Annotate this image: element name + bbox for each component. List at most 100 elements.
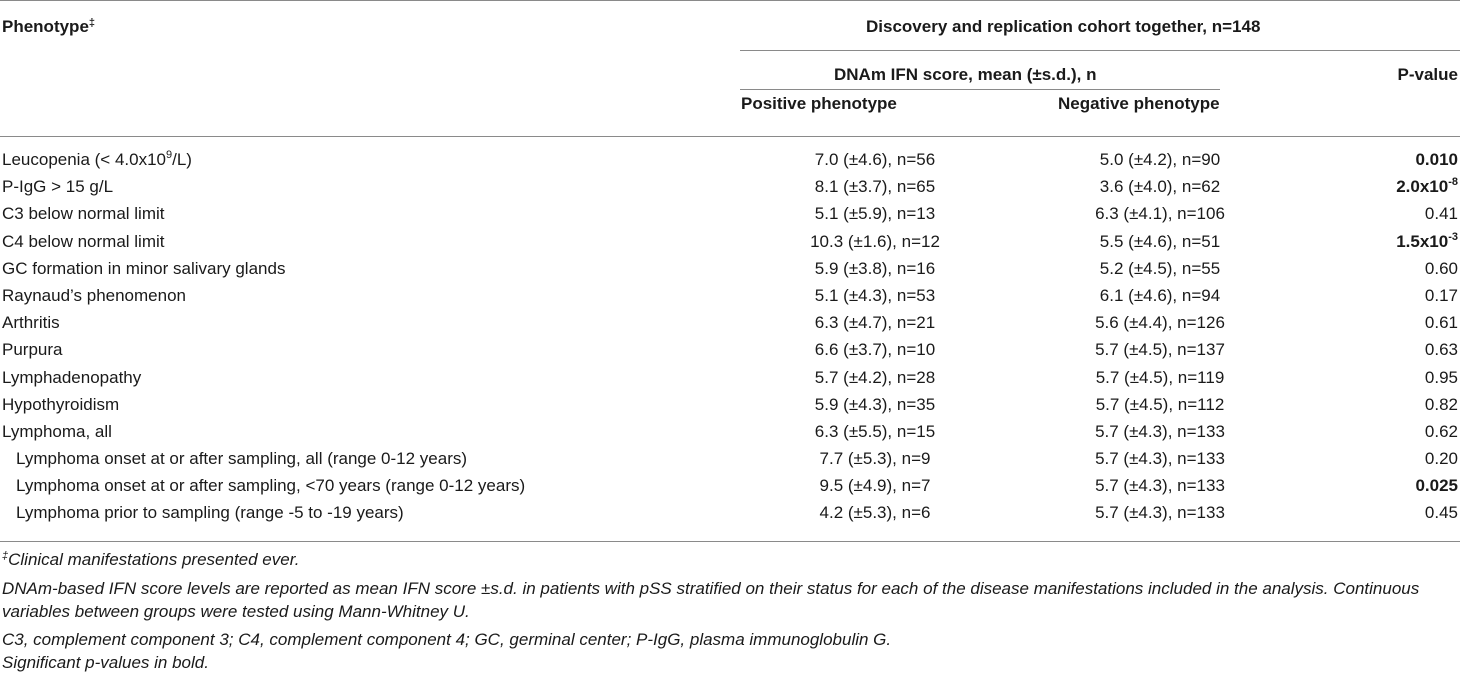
row-pvalue: 0.20 bbox=[1425, 445, 1458, 472]
pvalue-header: P-value bbox=[1397, 65, 1458, 84]
row-positive-value: 6.6 (±3.7), n=10 bbox=[814, 340, 936, 360]
row-pvalue-text: 0.60 bbox=[1424, 258, 1458, 278]
row-pvalue-text: 0.82 bbox=[1424, 394, 1458, 414]
table-row: Lymphoma onset at or after sampling, all… bbox=[0, 445, 1460, 472]
row-phenotype-label: C3 below normal limit bbox=[2, 200, 165, 227]
row-phenotype-label: P-IgG > 15 g/L bbox=[2, 173, 113, 200]
row-phenotype-label: Lymphoma onset at or after sampling, <70… bbox=[16, 472, 525, 499]
table-body: Leucopenia (< 4.0x109/L) 7.0 (±4.6), n=56… bbox=[0, 146, 1460, 527]
row-phenotype-label: Leucopenia (< 4.0x109/L) bbox=[2, 146, 192, 173]
row-pvalue-text: 2.0x10 bbox=[1396, 177, 1449, 197]
row-pvalue-text: 0.17 bbox=[1424, 285, 1458, 305]
phenotype-footnote-mark: ‡ bbox=[88, 17, 96, 29]
row-phenotype-text: P-IgG > 15 g/L bbox=[2, 177, 114, 197]
table-row: Leucopenia (< 4.0x109/L) 7.0 (±4.6), n=56… bbox=[0, 146, 1460, 173]
row-negative-value: 5.7 (±4.3), n=133 bbox=[1095, 503, 1225, 523]
table-row: P-IgG > 15 g/L 8.1 (±3.7), n=65 3.6 (±4.0)… bbox=[0, 173, 1460, 200]
row-pvalue: 1.5x10-3 bbox=[1396, 228, 1458, 255]
row-phenotype-superscript: 9 bbox=[166, 149, 173, 161]
row-phenotype-text: Lymphadenopathy bbox=[2, 367, 142, 387]
row-phenotype-text: Arthritis bbox=[2, 313, 60, 333]
row-pvalue-text: 0.45 bbox=[1424, 503, 1458, 523]
row-pvalue-exponent: -8 bbox=[1448, 176, 1458, 189]
clinical-footnote-text: Clinical manifestations presented ever. bbox=[8, 550, 300, 569]
row-pvalue: 0.45 bbox=[1425, 499, 1458, 526]
row-pvalue: 0.95 bbox=[1425, 364, 1458, 391]
row-pvalue: 0.010 bbox=[1415, 146, 1458, 173]
row-pvalue: 0.025 bbox=[1415, 472, 1458, 499]
row-negative-value: 5.7 (±4.3), n=133 bbox=[1095, 449, 1225, 469]
row-pvalue-text: 0.010 bbox=[1415, 150, 1458, 169]
row-negative-value: 5.5 (±4.6), n=51 bbox=[1099, 231, 1221, 251]
row-positive-value: 10.3 (±1.6), n=12 bbox=[810, 231, 940, 251]
row-phenotype-label: Lymphoma prior to sampling (range -5 to … bbox=[16, 499, 404, 526]
table-bottom-rule bbox=[0, 541, 1460, 542]
row-pvalue-text: 0.41 bbox=[1424, 204, 1458, 224]
row-phenotype-text: C4 below normal limit bbox=[2, 231, 165, 251]
row-pvalue: 2.0x10-8 bbox=[1396, 173, 1458, 200]
table-row: C3 below normal limit 5.1 (±5.9), n=13 6.3… bbox=[0, 200, 1460, 227]
row-negative-value: 6.3 (±4.1), n=106 bbox=[1095, 204, 1225, 224]
row-phenotype-label: Raynaud’s phenomenon bbox=[2, 282, 186, 309]
row-phenotype-label: Lymphoma, all bbox=[2, 418, 112, 445]
row-pvalue-text: 0.20 bbox=[1424, 449, 1458, 469]
footnote-clinical: ‡Clinical manifestations presented ever. bbox=[2, 548, 299, 571]
row-phenotype-label: Lymphoma onset at or after sampling, all… bbox=[16, 445, 467, 472]
footnote-method-line-2: variables between groups were tested usi… bbox=[2, 602, 470, 621]
score-group-rule bbox=[740, 89, 1220, 90]
footnote-abbreviations: C3, complement component 3; C4, compleme… bbox=[2, 630, 892, 649]
row-pvalue: 0.63 bbox=[1425, 336, 1458, 363]
row-negative-value: 5.7 (±4.5), n=137 bbox=[1095, 340, 1225, 360]
table-top-rule bbox=[0, 0, 1460, 1]
row-negative-value: 5.7 (±4.5), n=119 bbox=[1095, 367, 1225, 387]
row-negative-value: 3.6 (±4.0), n=62 bbox=[1099, 177, 1221, 197]
row-negative-value: 5.2 (±4.5), n=55 bbox=[1099, 258, 1221, 278]
row-negative-value: 5.7 (±4.3), n=133 bbox=[1095, 421, 1225, 441]
row-negative-value: 6.1 (±4.6), n=94 bbox=[1099, 285, 1221, 305]
cohort-header: Discovery and replication cohort togethe… bbox=[866, 17, 1261, 36]
row-phenotype-label: Purpura bbox=[2, 336, 62, 363]
row-positive-value: 4.2 (±5.3), n=6 bbox=[819, 503, 931, 523]
row-phenotype-text: Hypothyroidism bbox=[2, 394, 120, 414]
row-positive-value: 9.5 (±4.9), n=7 bbox=[819, 476, 931, 496]
phenotype-header-label: Phenotype bbox=[2, 17, 89, 36]
clinical-footnote-mark: ‡ bbox=[2, 550, 9, 562]
row-positive-value: 8.1 (±3.7), n=65 bbox=[814, 177, 936, 197]
row-pvalue: 0.41 bbox=[1425, 200, 1458, 227]
positive-phenotype-header: Positive phenotype bbox=[741, 94, 897, 113]
row-phenotype-text: GC formation in minor salivary glands bbox=[2, 258, 286, 278]
row-pvalue-exponent: -3 bbox=[1448, 230, 1458, 243]
table-row: GC formation in minor salivary glands 5.9… bbox=[0, 255, 1460, 282]
negative-phenotype-header: Negative phenotype bbox=[1058, 94, 1220, 113]
table-row: Lymphoma, all 6.3 (±5.5), n=15 5.7 (±4.3),… bbox=[0, 418, 1460, 445]
row-pvalue-text: 1.5x10 bbox=[1396, 231, 1449, 251]
row-phenotype-text: Leucopenia (< 4.0x10 bbox=[2, 150, 166, 169]
row-negative-value: 5.7 (±4.3), n=133 bbox=[1095, 476, 1225, 496]
row-phenotype-label: C4 below normal limit bbox=[2, 228, 165, 255]
row-phenotype-text: Lymphoma onset at or after sampling, <70… bbox=[16, 476, 526, 496]
row-phenotype-label: Hypothyroidism bbox=[2, 391, 119, 418]
row-phenotype-text: Lymphoma onset at or after sampling, all… bbox=[16, 449, 468, 469]
footnote-method-line-1: DNAm-based IFN score levels are reported… bbox=[2, 579, 1420, 598]
row-pvalue: 0.62 bbox=[1425, 418, 1458, 445]
table-row: C4 below normal limit 10.3 (±1.6), n=12 5.… bbox=[0, 228, 1460, 255]
row-phenotype-label: Arthritis bbox=[2, 309, 60, 336]
row-phenotype-text: Raynaud’s phenomenon bbox=[2, 285, 186, 305]
row-positive-value: 7.0 (±4.6), n=56 bbox=[814, 150, 936, 169]
row-pvalue: 0.82 bbox=[1425, 391, 1458, 418]
row-positive-value: 6.3 (±4.7), n=21 bbox=[814, 313, 936, 333]
footnote-significance: Significant p-values in bold. bbox=[2, 653, 209, 672]
table-row: Hypothyroidism 5.9 (±4.3), n=35 5.7 (±4.5)… bbox=[0, 391, 1460, 418]
row-positive-value: 5.7 (±4.2), n=28 bbox=[814, 367, 936, 387]
row-phenotype-text: C3 below normal limit bbox=[2, 204, 165, 224]
row-phenotype-tail: /L) bbox=[172, 150, 192, 169]
row-negative-value: 5.6 (±4.4), n=126 bbox=[1095, 313, 1225, 333]
row-pvalue-text: 0.63 bbox=[1424, 340, 1458, 360]
table-row: Raynaud’s phenomenon 5.1 (±4.3), n=53 6.1 … bbox=[0, 282, 1460, 309]
row-positive-value: 5.1 (±4.3), n=53 bbox=[814, 285, 936, 305]
row-pvalue: 0.60 bbox=[1425, 255, 1458, 282]
row-positive-value: 5.9 (±3.8), n=16 bbox=[814, 258, 936, 278]
table-row: Lymphoma onset at or after sampling, <70… bbox=[0, 472, 1460, 499]
table-row: Arthritis 6.3 (±4.7), n=21 5.6 (±4.4), n=1… bbox=[0, 309, 1460, 336]
phenotype-header: Phenotype‡ bbox=[2, 17, 95, 37]
